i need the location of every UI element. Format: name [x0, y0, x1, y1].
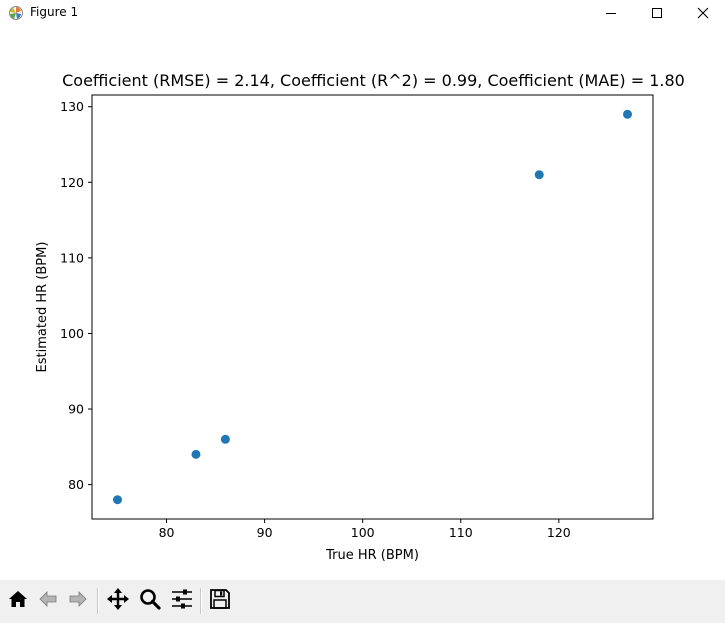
y-tick-label: 80	[68, 477, 84, 492]
home-button[interactable]	[4, 587, 32, 615]
pan-button[interactable]	[104, 587, 132, 615]
maximize-icon	[651, 4, 663, 23]
x-tick-label: 80	[159, 525, 175, 540]
data-point	[623, 109, 632, 119]
toolbar-separator	[97, 588, 99, 614]
data-point	[191, 449, 201, 459]
configure-subplots-button[interactable]	[168, 587, 196, 615]
maximize-button[interactable]	[634, 0, 680, 26]
configure-subplots-icon	[170, 587, 194, 615]
data-point	[220, 434, 230, 444]
pan-icon	[106, 587, 130, 615]
y-tick-label: 120	[60, 175, 84, 190]
x-tick-label: 120	[547, 525, 571, 540]
forward-icon	[67, 588, 89, 614]
save-icon	[209, 588, 231, 614]
back-icon	[37, 588, 59, 614]
data-point	[534, 170, 544, 180]
toolbar-separator	[200, 588, 202, 614]
title-bar[interactable]: Figure 1	[0, 0, 725, 27]
close-button[interactable]	[680, 0, 725, 26]
y-axis-label: Estimated HR (BPM)	[35, 242, 50, 373]
plot-frame	[91, 94, 654, 520]
scatter-plot: Coefficient (RMSE) = 2.14, Coefficient (…	[35, 71, 685, 563]
data-point	[113, 495, 122, 505]
x-tick-label: 100	[351, 525, 375, 540]
minimize-icon	[605, 4, 617, 23]
x-axis-label: True HR (BPM)	[325, 548, 419, 563]
home-icon	[7, 588, 29, 614]
x-tick-label: 110	[449, 525, 473, 540]
close-icon	[697, 4, 709, 23]
matplotlib-icon	[8, 5, 24, 21]
x-tick-label: 90	[257, 525, 273, 540]
zoom-icon	[138, 587, 162, 615]
back-button[interactable]	[34, 587, 62, 615]
figure-canvas[interactable]: Coefficient (RMSE) = 2.14, Coefficient (…	[0, 27, 725, 580]
y-tick-label: 110	[60, 250, 84, 265]
zoom-button[interactable]	[136, 587, 164, 615]
y-tick-label: 90	[68, 402, 84, 417]
minimize-button[interactable]	[588, 0, 634, 26]
y-tick-label: 100	[60, 326, 84, 341]
chart-title: Coefficient (RMSE) = 2.14, Coefficient (…	[62, 71, 685, 90]
navigation-toolbar	[0, 580, 725, 623]
y-tick-label: 130	[60, 99, 84, 114]
forward-button[interactable]	[64, 587, 92, 615]
window-title: Figure 1	[30, 5, 79, 19]
save-button[interactable]	[206, 587, 234, 615]
